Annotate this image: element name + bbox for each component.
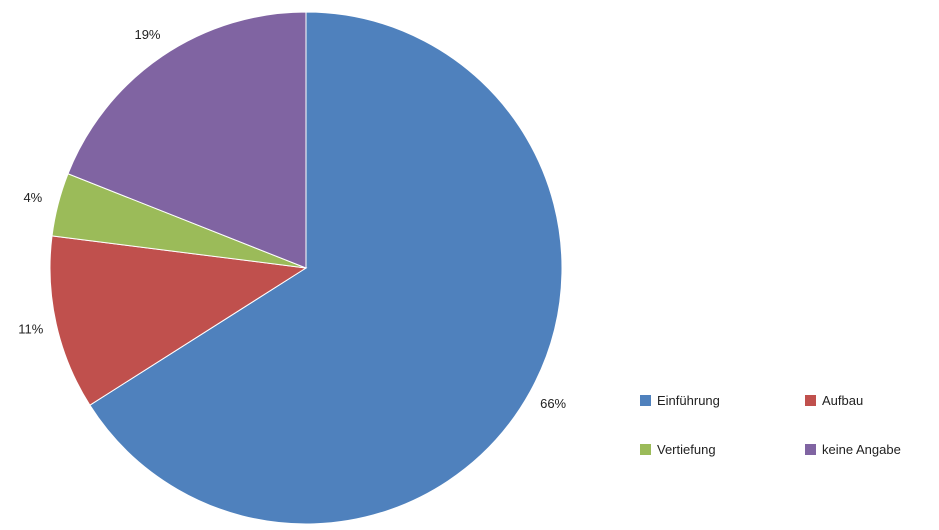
legend-item-aufbau: Aufbau: [805, 393, 930, 408]
legend-swatch-keine-angabe: [805, 444, 816, 455]
legend-swatch-einfuehrung: [640, 395, 651, 406]
legend-item-keine-angabe: keine Angabe: [805, 442, 930, 457]
pie-slice-keine-angabe: [67, 11, 307, 269]
legend-label-vertiefung: Vertiefung: [657, 442, 716, 457]
pie-slice-einfuehrung: [89, 11, 563, 525]
chart-legend: Einführung Aufbau Vertiefung keine Angab…: [640, 393, 930, 457]
pie-slice-aufbau: [49, 235, 308, 406]
pie-slices: [49, 11, 563, 525]
legend-item-einfuehrung: Einführung: [640, 393, 805, 408]
legend-label-aufbau: Aufbau: [822, 393, 864, 408]
data-label-aufbau: 11%: [18, 322, 43, 337]
data-label-einfuehrung: 66%: [540, 396, 566, 411]
legend-swatch-vertiefung: [640, 444, 651, 455]
pie-data-labels: 66% 11% 4% 19%: [18, 27, 566, 411]
legend-label-keine-angabe: keine Angabe: [822, 442, 901, 457]
legend-swatch-aufbau: [805, 395, 816, 406]
data-label-vertiefung: 4%: [23, 190, 42, 205]
legend-item-vertiefung: Vertiefung: [640, 442, 805, 457]
data-label-keine-angabe: 19%: [134, 27, 160, 42]
legend-label-einfuehrung: Einführung: [657, 393, 720, 408]
